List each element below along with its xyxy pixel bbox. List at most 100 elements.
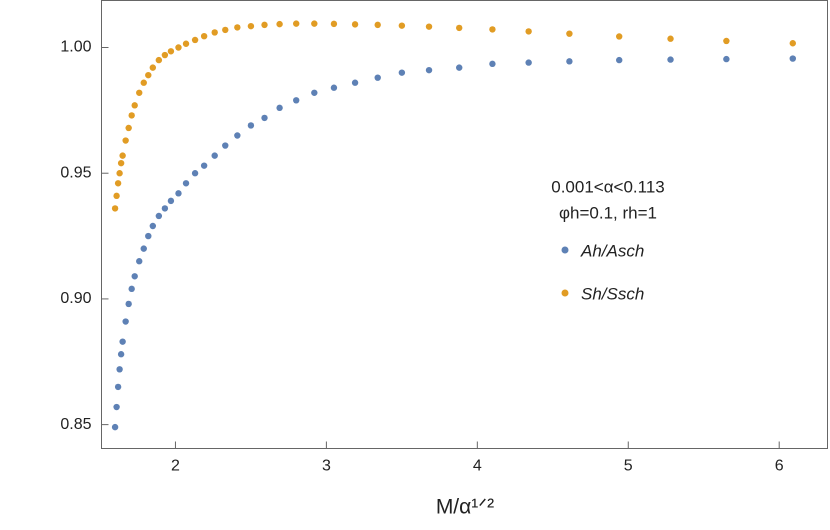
data-point <box>113 403 120 411</box>
data-point <box>145 232 152 240</box>
data-point <box>191 36 199 44</box>
data-point <box>128 285 135 293</box>
data-point <box>117 159 125 167</box>
data-point <box>161 51 169 59</box>
data-point <box>155 212 163 220</box>
data-point <box>398 69 406 76</box>
data-point <box>114 383 122 391</box>
data-point <box>119 338 126 345</box>
x-tick-label: 6 <box>775 458 784 475</box>
data-point <box>167 197 175 205</box>
data-point <box>261 114 268 122</box>
data-point <box>111 205 119 212</box>
data-point <box>175 190 182 197</box>
legend-label: Sh/Ssch <box>581 284 644 303</box>
data-point <box>125 300 132 308</box>
data-point <box>789 55 796 62</box>
data-point <box>114 180 122 187</box>
data-point <box>616 56 623 64</box>
x-tick-label: 5 <box>624 458 633 475</box>
data-point <box>425 23 433 30</box>
data-point <box>525 59 532 66</box>
data-point <box>175 44 182 51</box>
data-point <box>247 22 255 30</box>
data-point <box>351 79 359 86</box>
data-point <box>723 55 730 63</box>
data-point <box>398 22 406 29</box>
data-point <box>489 26 496 33</box>
y-tick-label: 0.90 <box>60 290 91 307</box>
data-point <box>117 351 125 358</box>
data-point <box>116 366 123 373</box>
x-tick-label: 2 <box>171 458 180 475</box>
data-point <box>200 162 208 169</box>
data-point <box>293 20 300 27</box>
data-point <box>261 21 268 29</box>
data-point <box>723 37 730 45</box>
x-tick-label: 3 <box>322 458 331 475</box>
legend-label: Ah/Asch <box>580 241 644 260</box>
data-point <box>145 71 152 79</box>
data-point <box>182 180 190 187</box>
data-point <box>293 97 300 104</box>
data-point <box>125 124 132 132</box>
data-point <box>136 258 143 265</box>
y-tick-label: 1.00 <box>60 39 91 56</box>
legend-marker <box>561 289 569 297</box>
data-point <box>122 318 129 325</box>
data-point <box>566 30 573 37</box>
data-point <box>456 24 463 32</box>
data-point <box>456 64 463 71</box>
data-point <box>149 64 157 71</box>
annotation: φh=0.1, rh=1 <box>559 203 657 222</box>
data-point <box>136 89 143 96</box>
x-axis-label: M/α¹ᐟ² <box>436 496 494 519</box>
data-point <box>131 273 138 280</box>
data-point <box>234 132 241 139</box>
data-point <box>489 60 496 68</box>
data-point <box>149 222 157 230</box>
plot-frame <box>101 0 828 449</box>
data-point <box>155 56 163 64</box>
data-point <box>276 20 283 28</box>
data-point <box>167 48 175 55</box>
data-point <box>374 74 381 81</box>
annotation: 0.001<α<0.113 <box>551 177 665 196</box>
data-point <box>330 20 338 28</box>
data-point <box>131 102 138 109</box>
data-point <box>140 245 147 252</box>
data-point <box>211 152 218 159</box>
y-tick-label: 0.95 <box>60 164 91 181</box>
data-point <box>667 56 674 63</box>
data-point <box>374 21 381 29</box>
data-point <box>161 205 169 212</box>
data-point <box>667 35 674 42</box>
data-point <box>311 20 318 27</box>
data-point <box>128 112 135 119</box>
data-point <box>247 122 255 129</box>
data-point <box>113 192 120 200</box>
data-point <box>566 58 573 65</box>
data-point <box>200 32 208 40</box>
data-point <box>116 170 123 177</box>
data-point <box>525 28 532 35</box>
y-tick-label: 0.85 <box>60 416 91 433</box>
data-point <box>222 142 229 149</box>
data-point <box>211 29 218 36</box>
data-point <box>119 152 126 159</box>
data-point <box>616 33 623 40</box>
legend-marker <box>561 246 569 254</box>
data-point <box>191 170 199 177</box>
data-point <box>140 79 147 86</box>
data-point <box>222 26 229 34</box>
data-point <box>330 84 338 91</box>
data-point <box>182 40 190 47</box>
data-point <box>111 423 119 431</box>
data-point <box>234 24 241 31</box>
data-point <box>122 137 129 144</box>
data-point <box>311 89 318 96</box>
data-point <box>351 21 359 28</box>
x-tick-label: 4 <box>473 458 482 475</box>
data-point <box>276 104 283 112</box>
